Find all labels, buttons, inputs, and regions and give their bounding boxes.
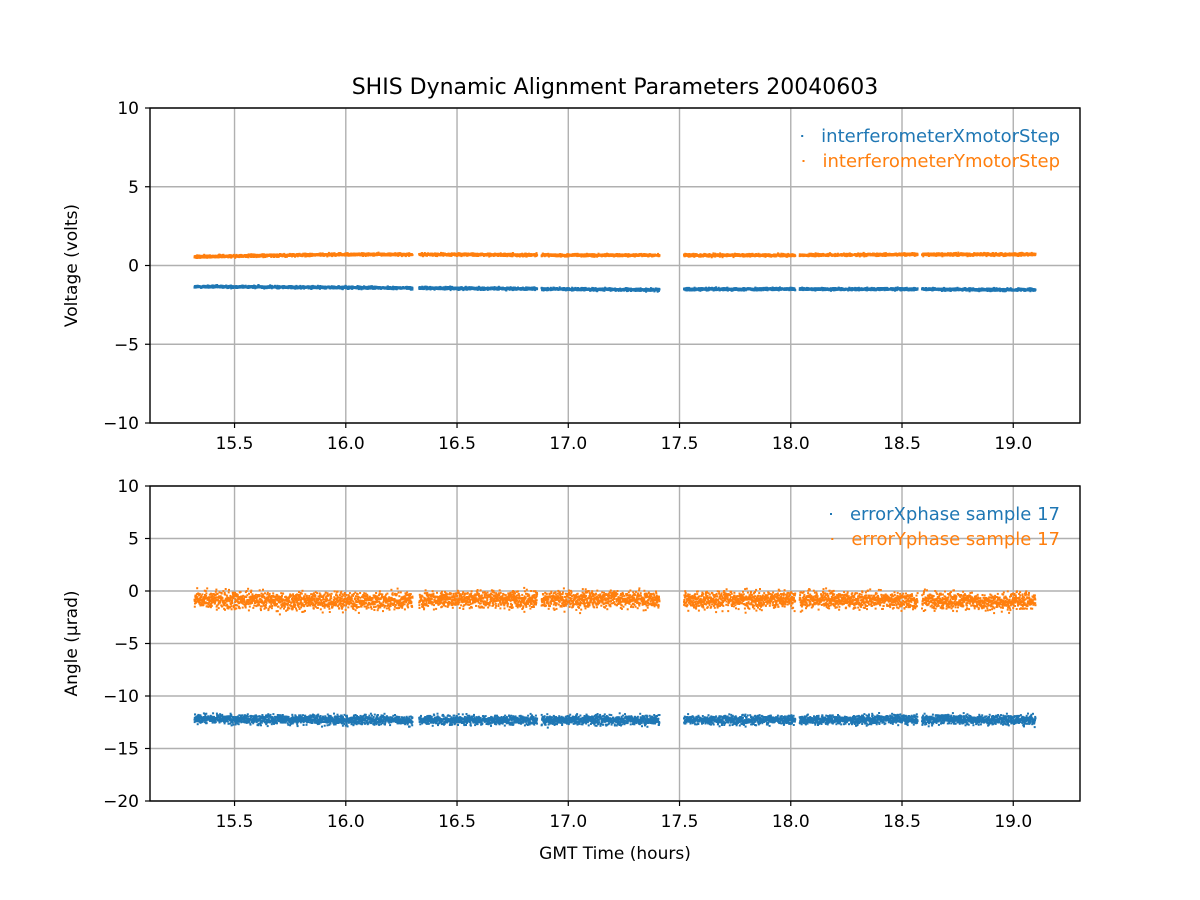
data-point: [347, 288, 349, 290]
data-point: [542, 289, 545, 292]
data-point: [944, 289, 947, 292]
data-point: [658, 288, 661, 291]
data-point: [433, 288, 436, 291]
data-point: [639, 287, 642, 290]
data-point: [766, 286, 768, 289]
data-point: [319, 287, 322, 290]
data-point: [913, 287, 916, 289]
data-point: [310, 288, 313, 290]
series-interferometerXmotorStep-points: [193, 284, 1037, 293]
data-point: [497, 285, 500, 288]
data-point: [449, 285, 452, 288]
data-point: [558, 286, 561, 289]
data-point: [717, 286, 720, 289]
data-point: [715, 286, 718, 289]
data-point: [894, 289, 896, 292]
data-point: [270, 287, 273, 290]
data-point: [726, 286, 729, 289]
data-points: [193, 251, 1037, 293]
data-point: [896, 286, 899, 289]
data-point: [820, 286, 823, 289]
data-point: [424, 285, 427, 288]
data-point: [483, 286, 485, 289]
data-point: [943, 286, 945, 289]
data-point: [449, 289, 452, 292]
data-point: [794, 289, 797, 292]
data-point: [216, 284, 219, 286]
chart-title: SHIS Dynamic Alignment Parameters 200406…: [352, 75, 879, 100]
data-point: [459, 288, 462, 291]
data-point: [754, 286, 757, 289]
data-point: [686, 286, 689, 289]
data-point: [536, 287, 539, 290]
data-point: [571, 286, 574, 289]
data-point: [1006, 287, 1009, 290]
data-point: [993, 286, 996, 289]
data-point: [916, 288, 919, 291]
data-point: [699, 289, 702, 292]
data-point: [1028, 287, 1031, 290]
data-point: [257, 284, 260, 286]
data-point: [418, 286, 421, 288]
data-point: [411, 288, 414, 291]
data-point: [299, 284, 302, 287]
data-point: [468, 286, 471, 289]
data-point: [916, 287, 919, 290]
data-point: [854, 286, 857, 289]
data-point: [645, 290, 648, 293]
data-point: [505, 289, 508, 292]
top-panel-voltage: 15.5 16.0 16.5 17.0 17.5 18.0 18.5 19.0−10−5051…: [62, 99, 1081, 454]
data-point: [793, 287, 796, 290]
data-point: [948, 287, 951, 290]
data-point: [705, 286, 708, 289]
data-point: [871, 287, 874, 290]
data-point: [360, 288, 363, 291]
data-point: [712, 289, 715, 292]
data-point: [657, 289, 660, 292]
data-point: [386, 285, 389, 288]
data-point: [311, 284, 314, 287]
data-point: [411, 287, 414, 290]
data-point: [1009, 287, 1012, 290]
data-point: [905, 286, 908, 289]
data-point: [866, 287, 869, 290]
data-point: [778, 286, 781, 289]
data-point: [254, 287, 257, 290]
